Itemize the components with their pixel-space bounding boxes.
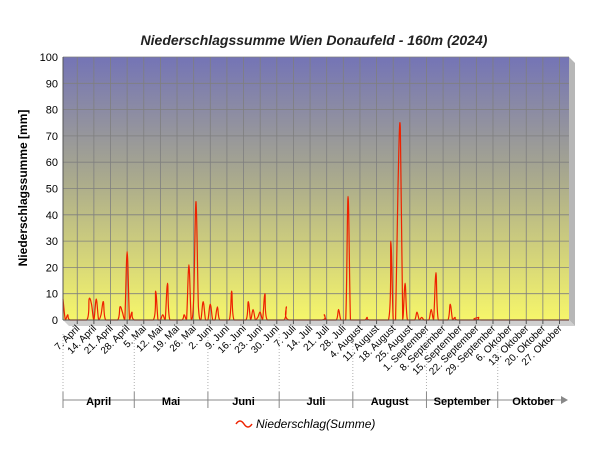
month-label: August: [371, 396, 409, 408]
y-tick-labels: 0 10 20 30 40 50 60 70 80 90 100: [40, 52, 58, 327]
month-label: Juni: [232, 396, 255, 408]
y-axis-label: Niederschlagssumme [mm]: [16, 110, 30, 267]
month-label: Juli: [307, 396, 326, 408]
plot-frame-side: [569, 57, 575, 326]
legend: Niederschlag(Summe): [235, 417, 375, 431]
y-tick-label: 90: [46, 78, 58, 90]
y-tick-label: 80: [46, 105, 58, 117]
horizontal-gridlines: [63, 56, 569, 295]
month-axis-arrow: [561, 396, 568, 404]
y-tick-label: 70: [46, 131, 58, 143]
y-tick-label: 20: [46, 262, 58, 274]
y-tick-label: 0: [52, 315, 58, 327]
y-tick-label: 10: [46, 289, 58, 301]
legend-label: Niederschlag(Summe): [256, 417, 375, 431]
series-group: [62, 122, 569, 321]
month-label: April: [86, 396, 111, 408]
y-tick-label: 60: [46, 157, 58, 169]
month-label: Oktober: [512, 396, 555, 408]
month-axis: April Mai Juni Juli August September Oktober: [62, 334, 568, 408]
y-tick-label: 100: [40, 52, 58, 64]
series-line: [62, 122, 569, 321]
plot-frame-floor: [63, 320, 575, 326]
legend-swatch: [235, 420, 253, 428]
y-tick-label: 50: [46, 184, 58, 196]
month-label: September: [434, 396, 492, 408]
month-label: Mai: [162, 396, 180, 408]
y-tick-label: 30: [46, 236, 58, 248]
chart-title: Niederschlagssumme Wien Donaufeld - 160m…: [141, 32, 488, 48]
y-tick-label: 40: [46, 210, 58, 222]
